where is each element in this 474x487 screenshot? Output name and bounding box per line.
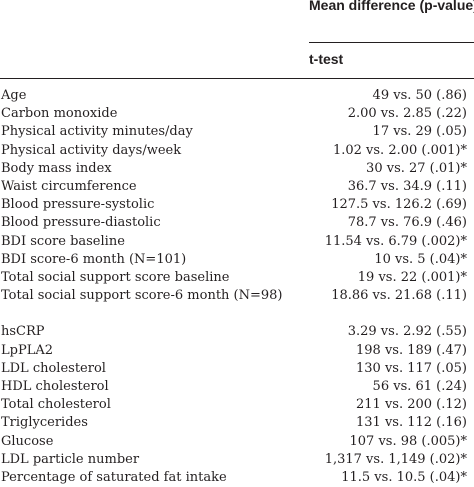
row-value: 56 vs. 61 (.24) bbox=[372, 379, 467, 395]
table-row: Waist circumference 36.7 vs. 34.9 (.11) bbox=[0, 178, 474, 196]
row-label: Triglycerides bbox=[1, 415, 88, 431]
row-label: Physical activity days/week bbox=[1, 142, 182, 158]
row-label: Blood pressure-systolic bbox=[1, 197, 155, 213]
table-row: Carbon monoxide 2.00 vs. 2.85 (.22) bbox=[0, 105, 474, 123]
row-label: BDI score-6 month (N=101) bbox=[1, 251, 187, 267]
table-row: BDI score-6 month (N=101) 10 vs. 5 (.04)* bbox=[0, 251, 474, 269]
row-label: Percentage of saturated fat intake bbox=[1, 469, 227, 485]
row-value: 107 vs. 98 (.005)* bbox=[349, 433, 468, 449]
table-row: Blood pressure-diastolic 78.7 vs. 76.9 (.… bbox=[0, 214, 474, 232]
row-label: LDL cholesterol bbox=[1, 360, 106, 376]
table-header: Mean difference (p-value) t-test bbox=[0, 0, 474, 79]
row-value: 131 vs. 112 (.16) bbox=[356, 415, 467, 431]
header-divider bbox=[309, 42, 474, 43]
row-label: Age bbox=[1, 88, 27, 103]
table-row: Body mass index 30 vs. 27 (.01)* bbox=[0, 160, 474, 178]
row-value: 49 vs. 50 (.86) bbox=[372, 88, 467, 103]
row-value: 127.5 vs. 126.2 (.69) bbox=[331, 197, 467, 213]
row-label: LDL particle number bbox=[1, 451, 140, 467]
table-body: Age 49 vs. 50 (.86) Carbon monoxide 2.00 vs… bbox=[0, 87, 474, 487]
table-row: Percentage of saturated fat intake 11.5 v… bbox=[0, 469, 474, 487]
row-value: 11.54 vs. 6.79 (.002)* bbox=[324, 233, 467, 249]
table-row: Physical activity days/week 1.02 vs. 2.00… bbox=[0, 142, 474, 160]
row-value: 1.02 vs. 2.00 (.001)* bbox=[332, 142, 467, 158]
row-value: 211 vs. 200 (.12) bbox=[356, 397, 467, 413]
table-row: Age 49 vs. 50 (.86) bbox=[0, 87, 474, 105]
table-row: HDL cholesterol 56 vs. 61 (.24) bbox=[0, 378, 474, 396]
row-value: 30 vs. 27 (.01)* bbox=[366, 160, 467, 176]
row-value: 2.00 vs. 2.85 (.22) bbox=[347, 106, 467, 122]
row-value: 3.29 vs. 2.92 (.55) bbox=[347, 324, 467, 340]
row-value: 130 vs. 117 (.05) bbox=[356, 360, 467, 376]
table-row: Physical activity minutes/day 17 vs. 29 (… bbox=[0, 123, 474, 141]
table-row: hsCRP 3.29 vs. 2.92 (.55) bbox=[0, 323, 474, 341]
table-top-rule bbox=[0, 78, 474, 79]
row-value: 78.7 vs. 76.9 (.46) bbox=[347, 215, 467, 231]
table-row: LDL cholesterol 130 vs. 117 (.05) bbox=[0, 360, 474, 378]
row-label: HDL cholesterol bbox=[1, 379, 109, 395]
row-label: Total social support score baseline bbox=[1, 269, 230, 285]
row-label: Glucose bbox=[1, 433, 54, 449]
row-value: 19 vs. 22 (.001)* bbox=[357, 269, 467, 285]
row-label: Total cholesterol bbox=[1, 397, 111, 413]
table-row: Blood pressure-systolic 127.5 vs. 126.2 (… bbox=[0, 196, 474, 214]
column-subtitle: t-test bbox=[309, 51, 344, 67]
table-row: LDL particle number 1,317 vs. 1,149 (.02)… bbox=[0, 451, 474, 469]
row-value: 198 vs. 189 (.47) bbox=[356, 342, 467, 358]
table-row: Total social support score baseline 19 vs… bbox=[0, 269, 474, 287]
column-title: Mean difference (p-value) bbox=[309, 0, 474, 13]
table-row: Total social support score-6 month (N=98… bbox=[0, 287, 474, 323]
row-label: LpPLA2 bbox=[1, 342, 53, 358]
table-row: Total cholesterol 211 vs. 200 (.12) bbox=[0, 396, 474, 414]
row-value: 11.5 vs. 10.5 (.04)* bbox=[341, 469, 467, 485]
row-value: 1,317 vs. 1,149 (.02)* bbox=[324, 451, 467, 467]
row-label: Physical activity minutes/day bbox=[1, 124, 193, 140]
row-label: Waist circumference bbox=[1, 178, 137, 194]
row-label: BDI score baseline bbox=[1, 233, 125, 249]
row-label: Total social support score-6 month (N=98… bbox=[1, 288, 283, 304]
table-row: Glucose 107 vs. 98 (.005)* bbox=[0, 433, 474, 451]
row-label: Carbon monoxide bbox=[1, 106, 118, 122]
table-row: Triglycerides 131 vs. 112 (.16) bbox=[0, 414, 474, 432]
table-row: BDI score baseline 11.54 vs. 6.79 (.002)* bbox=[0, 233, 474, 251]
row-value: 17 vs. 29 (.05) bbox=[372, 124, 467, 140]
row-value: 36.7 vs. 34.9 (.11) bbox=[347, 178, 467, 194]
row-label: Body mass index bbox=[1, 160, 112, 176]
row-label: Blood pressure-diastolic bbox=[1, 215, 161, 231]
row-value: 10 vs. 5 (.04)* bbox=[374, 251, 467, 267]
row-label: hsCRP bbox=[1, 324, 45, 340]
row-value: 18.86 vs. 21.68 (.11) bbox=[331, 288, 467, 304]
table-row: LpPLA2 198 vs. 189 (.47) bbox=[0, 342, 474, 360]
